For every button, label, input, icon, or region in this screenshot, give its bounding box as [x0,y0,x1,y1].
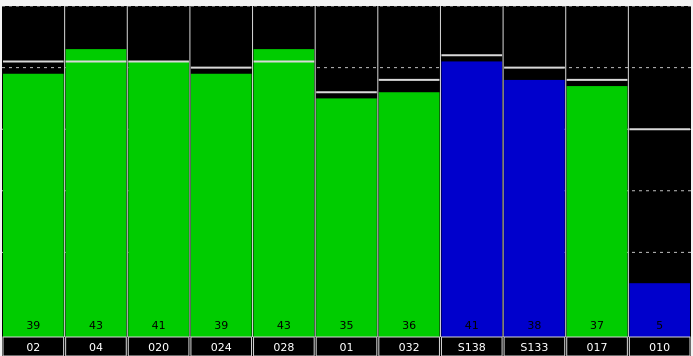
category-label: S138 [458,341,486,354]
value-label: 41 [465,319,479,332]
bar [566,86,628,337]
bar [629,283,690,337]
category-cell [566,336,628,356]
category-label: 02 [26,341,40,354]
category-label: S133 [520,341,548,354]
category-cell [440,336,503,356]
bar [378,92,440,338]
value-label: 35 [340,319,354,332]
bar [441,61,503,337]
value-label: 36 [402,319,416,332]
bar [253,49,315,338]
category-cell [127,336,190,356]
category-cell [315,336,378,356]
bar-chart: 39 43 41 39 43 35 36 41 38 37 5 02 04 020 024 028 01 032 S… [2,6,691,356]
bar [316,98,377,338]
value-label: 5 [656,319,663,332]
category-cell [503,336,566,356]
bar [190,73,252,337]
category-label: 020 [148,341,169,354]
category-cell [190,336,253,356]
category-label: 032 [399,341,420,354]
value-label: 43 [89,319,103,332]
bar [3,73,64,337]
category-label: 017 [587,341,608,354]
value-label: 39 [26,319,40,332]
category-cell [628,336,691,356]
value-label: 38 [527,319,541,332]
category-label: 04 [89,341,103,354]
category-cell [253,336,315,356]
bar [128,61,189,337]
category-cell [65,336,127,356]
value-label: 39 [214,319,228,332]
category-label: 01 [340,341,354,354]
category-label: 028 [273,341,294,354]
category-label: 024 [211,341,232,354]
chart-frame: 39 43 41 39 43 35 36 41 38 37 5 02 04 020 024 028 01 032 S… [2,6,691,356]
value-label: 37 [590,319,604,332]
value-label: 43 [277,319,291,332]
category-cell [2,336,65,356]
value-label: 41 [152,319,166,332]
bar [65,49,127,338]
bar [504,79,565,338]
category-cell [378,336,440,356]
category-label: 010 [649,341,670,354]
